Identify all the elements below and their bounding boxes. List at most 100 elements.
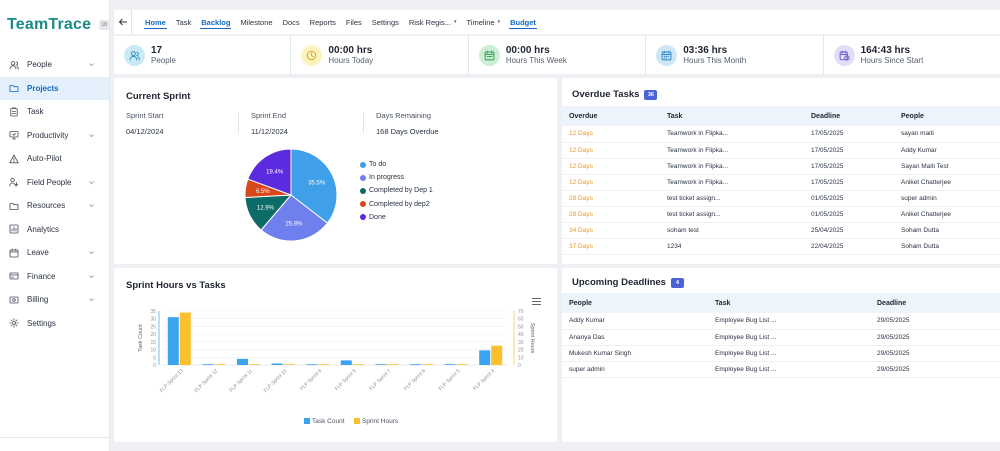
bar-task-count[interactable] xyxy=(271,363,283,365)
sidebar-item-people[interactable]: People xyxy=(0,53,109,77)
column-header[interactable]: Deadline xyxy=(804,106,894,126)
y2-tick-label: 20 xyxy=(518,348,524,354)
sidebar-item-task[interactable]: Task xyxy=(0,100,109,124)
legend-item[interactable]: In progress xyxy=(360,171,433,184)
table-cell: Ananya Das xyxy=(562,329,708,346)
bar-sprint-hours[interactable] xyxy=(283,364,295,365)
bar-task-count[interactable] xyxy=(340,360,352,365)
tab-task[interactable]: Task xyxy=(171,10,196,34)
sidebar-item-leave[interactable]: Leave xyxy=(0,241,109,265)
bar-task-count[interactable] xyxy=(375,364,387,365)
column-header[interactable]: People xyxy=(562,293,708,313)
tab-home[interactable]: Home xyxy=(140,10,171,34)
stat-label: Hours This Week xyxy=(505,55,567,65)
table-row[interactable]: Mukesh Kumar Singh Employee Bug List ... 2… xyxy=(562,345,1000,362)
bar-sprint-hours[interactable] xyxy=(318,364,330,365)
menu-icon[interactable] xyxy=(532,298,541,305)
bar-sprint-hours[interactable] xyxy=(422,364,433,365)
table-row[interactable]: super admin Employee Bug List ... 29/05/20… xyxy=(562,361,1000,378)
tab-reports[interactable]: Reports xyxy=(305,10,341,34)
table-row[interactable]: 12 Days Teamwork in Flipka... 17/05/2025 Ad… xyxy=(562,142,1000,159)
sidebar-item-finance[interactable]: Finance xyxy=(0,265,109,289)
bar-sprint-hours[interactable] xyxy=(249,364,260,365)
table-row[interactable]: 37 Days 1234 22/04/2025 Soham Dutta xyxy=(562,238,1000,256)
sidebar-item-productivity[interactable]: Productivity xyxy=(0,124,109,148)
column-header[interactable]: Deadline xyxy=(870,293,1000,313)
chevron-down-icon xyxy=(89,274,94,278)
sidebar-item-label: Productivity xyxy=(27,130,69,140)
table-row[interactable]: 34 Days soham test 25/04/2025 Soham Dutta xyxy=(562,222,1000,240)
bar-task-count[interactable] xyxy=(444,364,456,365)
table-cell: Employee Bug List ... xyxy=(708,345,870,362)
tab-timeline[interactable]: Timeline ▾ xyxy=(461,10,505,34)
bar-sprint-hours[interactable] xyxy=(179,312,191,365)
back-button[interactable] xyxy=(114,10,132,34)
pie-slice[interactable] xyxy=(260,194,329,242)
legend-item[interactable]: To do xyxy=(360,158,433,171)
overdue-count-badge: 36 xyxy=(644,90,658,100)
sidebar-item-analytics[interactable]: Analytics xyxy=(0,218,109,242)
column-header[interactable]: People xyxy=(894,106,1000,126)
legend-item[interactable]: Completed by dep2 xyxy=(360,198,433,211)
sidebar-item-projects[interactable]: Projects xyxy=(0,76,109,100)
tab-backlog[interactable]: Backlog xyxy=(196,10,235,34)
column-header[interactable]: Overdue xyxy=(562,106,660,126)
legend-label: To do xyxy=(369,161,387,169)
bar-task-count[interactable] xyxy=(237,358,248,365)
bar-task-count[interactable] xyxy=(306,364,318,365)
bar-task-count[interactable] xyxy=(202,364,214,365)
column-header[interactable]: Task xyxy=(708,293,870,313)
folder-icon xyxy=(9,85,18,93)
tab-milestone[interactable]: Milestone xyxy=(235,10,277,34)
table-row[interactable]: 12 Days Teamwork in Flipka... 17/05/2025 Sa… xyxy=(562,158,1000,175)
table-row[interactable]: 28 Days test ticket assign... 01/05/2025 An… xyxy=(562,206,1000,224)
app-logo[interactable]: TeamTrace xyxy=(7,16,92,33)
legend-item[interactable]: Completed by Dep 1 xyxy=(360,184,433,197)
table-row[interactable]: 12 Days Teamwork in Flipka... 17/05/2025 An… xyxy=(562,174,1000,191)
legend-label: Completed by dep2 xyxy=(369,200,430,208)
tab-docs[interactable]: Docs xyxy=(278,10,305,34)
legend-label[interactable]: Task Count xyxy=(312,418,345,425)
y-tick-label: 20 xyxy=(150,332,156,338)
tab-settings[interactable]: Settings xyxy=(367,10,404,34)
sidebar-item-field-people[interactable]: Field People xyxy=(0,171,109,195)
pie-slice[interactable] xyxy=(247,148,292,196)
bar-task-count[interactable] xyxy=(410,364,421,365)
bar-sprint-hours[interactable] xyxy=(352,364,364,365)
bar-sprint-hours[interactable] xyxy=(456,364,468,365)
bar-sprint-hours[interactable] xyxy=(387,364,399,365)
table-row[interactable]: Addy Kumar Employee Bug List ... 29/05/202… xyxy=(562,313,1000,330)
upcoming-table: People Task Deadline Addy Kumar Employee Bu… xyxy=(562,293,1000,378)
table-cell: 28 Days xyxy=(562,206,660,224)
sidebar-item-settings[interactable]: Settings xyxy=(0,312,109,336)
column-header[interactable]: Task xyxy=(660,106,804,126)
bar-task-count[interactable] xyxy=(167,317,179,365)
stat-value: 00:00 hrs xyxy=(505,44,550,56)
sprint-end-label: Sprint End xyxy=(251,111,287,120)
pie-slice[interactable] xyxy=(290,148,338,224)
pie-slice-label: 19.4% xyxy=(266,170,284,176)
x-tick-label: FLP Sprint 5 xyxy=(438,368,462,392)
days-remaining-label: Days Remaining xyxy=(376,111,432,120)
sprint-start-value: 04/12/2024 xyxy=(126,127,164,136)
bar-task-count[interactable] xyxy=(479,350,491,365)
table-row[interactable]: 28 Days test ticket assign... 01/05/2025 su… xyxy=(562,190,1000,207)
table-cell: 01/05/2025 xyxy=(804,206,894,224)
bar-sprint-hours[interactable] xyxy=(491,345,503,365)
sidebar-item-auto-pilot[interactable]: Auto-Pilot xyxy=(0,147,109,171)
sidebar-item-billing[interactable]: Billing xyxy=(0,288,109,312)
table-row[interactable]: 12 Days Teamwork in Flipka... 17/05/2025 sa… xyxy=(562,126,1000,143)
legend-item[interactable]: Done xyxy=(360,211,433,224)
table-row[interactable]: Ananya Das Employee Bug List ... 29/05/202… xyxy=(562,329,1000,346)
arrow-left-icon xyxy=(118,18,127,26)
tab-files[interactable]: Files xyxy=(341,10,367,34)
legend-label[interactable]: Sprint Hours xyxy=(362,418,399,425)
tab-risk-regis[interactable]: Risk Regis... ▾ xyxy=(404,10,462,34)
sprint-hours-title: Sprint Hours vs Tasks xyxy=(126,280,226,291)
table-cell: Soham Dutta xyxy=(894,238,1000,256)
bar-sprint-hours[interactable] xyxy=(214,364,226,365)
stat-value: 00:00 hrs xyxy=(328,44,373,56)
sidebar-item-resources[interactable]: Resources xyxy=(0,194,109,218)
nav-icon-wrap xyxy=(8,247,19,258)
tab-budget[interactable]: Budget xyxy=(505,10,541,34)
